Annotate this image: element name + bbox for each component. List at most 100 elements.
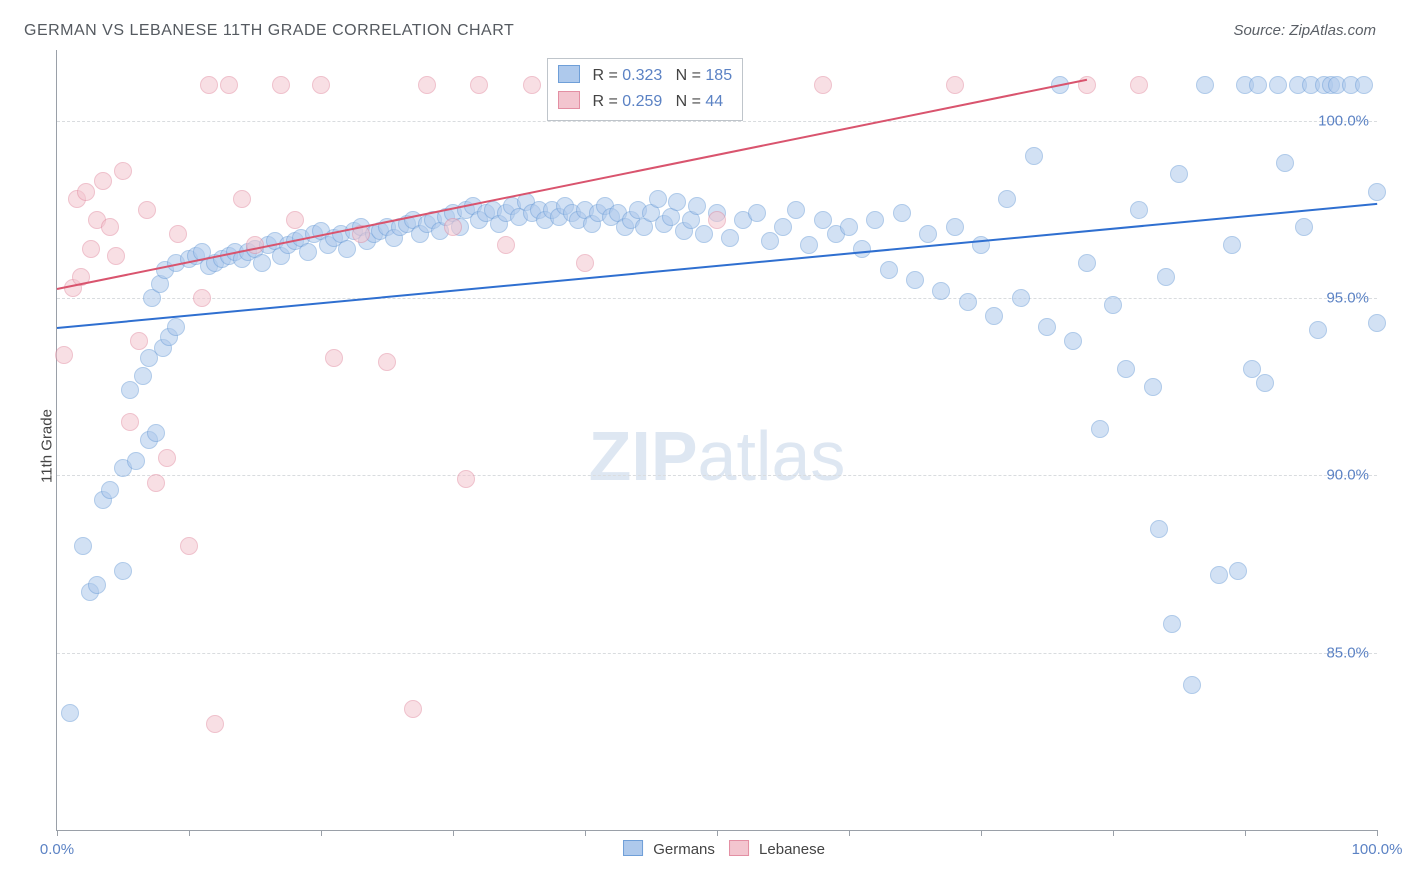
scatter-point-germans bbox=[1295, 218, 1313, 236]
scatter-point-germans bbox=[721, 229, 739, 247]
x-tick-label-left: 0.0% bbox=[40, 841, 74, 858]
scatter-point-germans bbox=[906, 271, 924, 289]
scatter-point-germans bbox=[853, 240, 871, 258]
scatter-point-germans bbox=[1170, 165, 1188, 183]
x-tick bbox=[189, 830, 190, 836]
y-axis-label: 11th Grade bbox=[38, 409, 55, 483]
scatter-point-germans bbox=[919, 225, 937, 243]
scatter-point-germans bbox=[1150, 520, 1168, 538]
scatter-plot-area: ZIPatlas 85.0%90.0%95.0%100.0%0.0%100.0%… bbox=[56, 50, 1377, 831]
scatter-point-lebanese bbox=[576, 254, 594, 272]
legend-n-value: 44 bbox=[705, 93, 723, 110]
scatter-point-germans bbox=[840, 218, 858, 236]
scatter-point-lebanese bbox=[946, 76, 964, 94]
scatter-point-lebanese bbox=[497, 236, 515, 254]
scatter-point-lebanese bbox=[77, 183, 95, 201]
legend-series: Germans Lebanese bbox=[609, 840, 825, 858]
scatter-point-germans bbox=[814, 211, 832, 229]
scatter-point-germans bbox=[959, 293, 977, 311]
scatter-point-lebanese bbox=[94, 172, 112, 190]
scatter-point-germans bbox=[1210, 566, 1228, 584]
scatter-point-germans bbox=[1091, 420, 1109, 438]
scatter-point-germans bbox=[1163, 615, 1181, 633]
legend-swatch bbox=[729, 840, 749, 856]
scatter-point-germans bbox=[985, 307, 1003, 325]
scatter-point-lebanese bbox=[272, 76, 290, 94]
legend-n-value: 185 bbox=[705, 67, 732, 84]
legend-swatch bbox=[558, 65, 580, 83]
scatter-point-germans bbox=[121, 381, 139, 399]
scatter-point-germans bbox=[134, 367, 152, 385]
scatter-point-germans bbox=[1038, 318, 1056, 336]
scatter-point-lebanese bbox=[147, 474, 165, 492]
legend-row: R = 0.323 N = 185 bbox=[558, 63, 732, 89]
scatter-point-germans bbox=[1012, 289, 1030, 307]
scatter-point-germans bbox=[1223, 236, 1241, 254]
legend-series-label: Lebanese bbox=[755, 841, 825, 858]
scatter-point-germans bbox=[74, 537, 92, 555]
scatter-point-lebanese bbox=[55, 346, 73, 364]
gridline-h bbox=[57, 653, 1377, 654]
scatter-point-lebanese bbox=[470, 76, 488, 94]
x-tick bbox=[1377, 830, 1378, 836]
scatter-point-lebanese bbox=[107, 247, 125, 265]
x-tick bbox=[57, 830, 58, 836]
scatter-point-lebanese bbox=[82, 240, 100, 258]
scatter-point-germans bbox=[1078, 254, 1096, 272]
gridline-h bbox=[57, 475, 1377, 476]
scatter-point-germans bbox=[1243, 360, 1261, 378]
scatter-point-lebanese bbox=[193, 289, 211, 307]
x-tick-label-right: 100.0% bbox=[1352, 841, 1403, 858]
legend-r-label: R = bbox=[588, 67, 622, 84]
scatter-point-lebanese bbox=[158, 449, 176, 467]
scatter-point-lebanese bbox=[457, 470, 475, 488]
scatter-point-lebanese bbox=[444, 218, 462, 236]
watermark-bold: ZIP bbox=[589, 417, 698, 495]
scatter-point-germans bbox=[774, 218, 792, 236]
scatter-point-lebanese bbox=[114, 162, 132, 180]
scatter-point-lebanese bbox=[121, 413, 139, 431]
legend-n-label: N = bbox=[662, 93, 705, 110]
scatter-point-germans bbox=[61, 704, 79, 722]
scatter-point-lebanese bbox=[418, 76, 436, 94]
scatter-point-germans bbox=[299, 243, 317, 261]
scatter-point-lebanese bbox=[404, 700, 422, 718]
scatter-point-germans bbox=[932, 282, 950, 300]
y-tick-label: 95.0% bbox=[1326, 290, 1369, 307]
scatter-point-lebanese bbox=[130, 332, 148, 350]
scatter-point-lebanese bbox=[180, 537, 198, 555]
scatter-point-lebanese bbox=[1130, 76, 1148, 94]
scatter-point-lebanese bbox=[169, 225, 187, 243]
scatter-point-germans bbox=[1355, 76, 1373, 94]
scatter-point-germans bbox=[880, 261, 898, 279]
scatter-point-germans bbox=[787, 201, 805, 219]
scatter-point-germans bbox=[748, 204, 766, 222]
legend-r-label: R = bbox=[588, 93, 622, 110]
x-tick bbox=[981, 830, 982, 836]
chart-title: GERMAN VS LEBANESE 11TH GRADE CORRELATIO… bbox=[24, 22, 514, 40]
scatter-point-germans bbox=[1157, 268, 1175, 286]
scatter-point-lebanese bbox=[286, 211, 304, 229]
legend-r-value: 0.259 bbox=[622, 93, 662, 110]
scatter-point-germans bbox=[649, 190, 667, 208]
scatter-point-germans bbox=[1368, 314, 1386, 332]
x-tick bbox=[1113, 830, 1114, 836]
scatter-point-lebanese bbox=[814, 76, 832, 94]
scatter-point-lebanese bbox=[523, 76, 541, 94]
legend-correlation: R = 0.323 N = 185 R = 0.259 N = 44 bbox=[547, 58, 743, 121]
scatter-point-germans bbox=[1130, 201, 1148, 219]
scatter-point-germans bbox=[338, 240, 356, 258]
y-tick-label: 100.0% bbox=[1318, 112, 1369, 129]
legend-series-label: Germans bbox=[649, 841, 715, 858]
scatter-point-germans bbox=[800, 236, 818, 254]
scatter-point-germans bbox=[668, 193, 686, 211]
scatter-point-germans bbox=[688, 197, 706, 215]
scatter-point-lebanese bbox=[200, 76, 218, 94]
legend-swatch bbox=[623, 840, 643, 856]
scatter-point-germans bbox=[1276, 154, 1294, 172]
scatter-point-germans bbox=[147, 424, 165, 442]
legend-n-label: N = bbox=[662, 67, 705, 84]
legend-swatch bbox=[558, 91, 580, 109]
scatter-point-germans bbox=[101, 481, 119, 499]
legend-row: R = 0.259 N = 44 bbox=[558, 89, 732, 115]
